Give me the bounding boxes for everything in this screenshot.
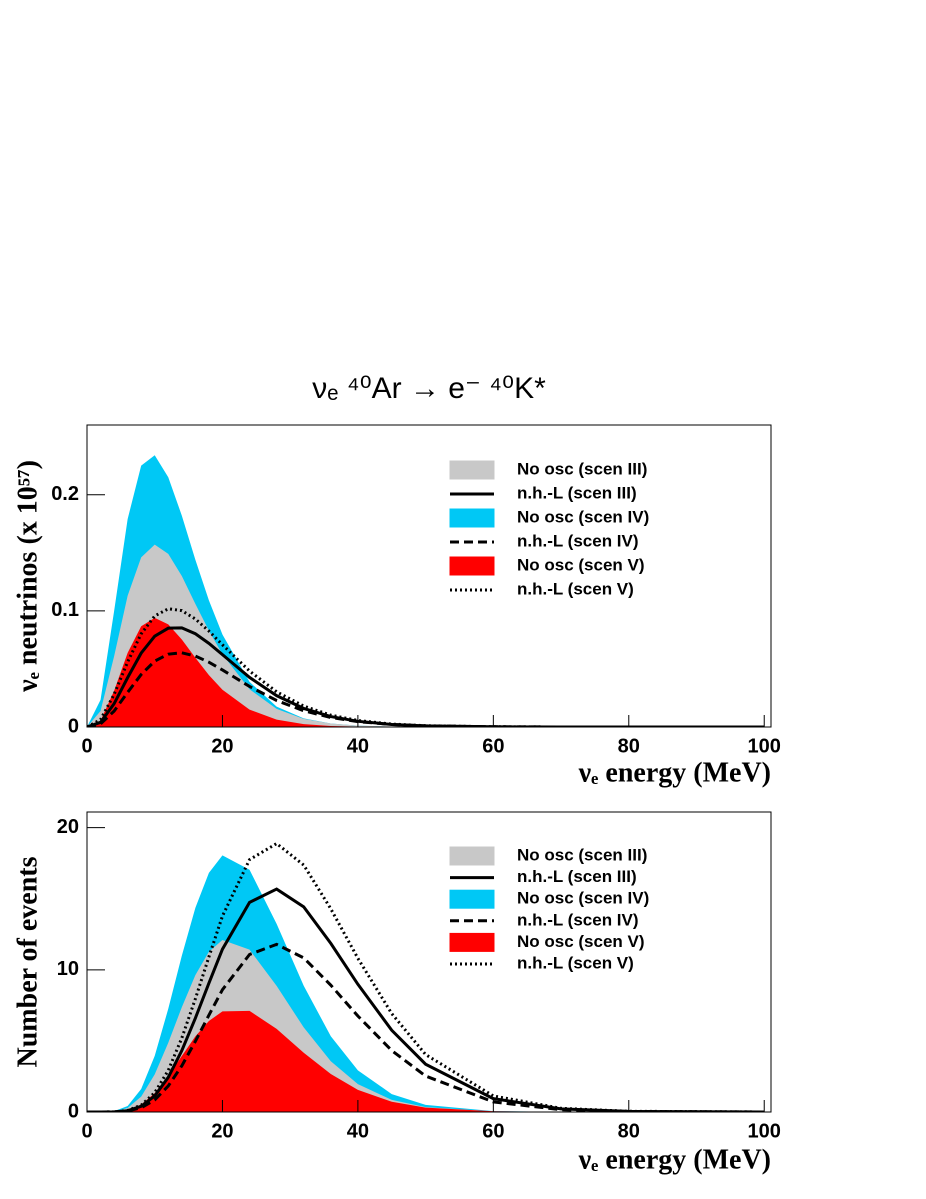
x-tick-label: 0 (81, 735, 92, 757)
legend-label: No osc (scen IV) (517, 507, 649, 526)
y-tick-label: 0 (68, 715, 79, 737)
x-tick-label: 40 (347, 1120, 369, 1142)
y-tick-label: 20 (57, 816, 79, 838)
legend-swatch (449, 932, 495, 952)
y-axis-title: Number of events (12, 856, 43, 1067)
legend-swatch (449, 556, 495, 576)
frame (86, 424, 772, 728)
x-tick-label: 20 (211, 735, 233, 757)
y-axis-title: νₑ neutrinos (x 10⁵⁷) (12, 460, 43, 693)
plot-area (87, 455, 765, 727)
x-axis-title: νₑ energy (MeV) (578, 1144, 771, 1175)
legend-label: n.h.-L (scen IV) (517, 910, 639, 929)
legend: No osc (scen III) n.h.-L (scen III) No osc… (449, 845, 649, 972)
y-tick-label: 0 (68, 1100, 79, 1122)
panel: 0 20 40 60 80 100 0 0.1 0.2 νₑ ⁴⁰Ar → e⁻ ⁴⁰K* νₑ e… (12, 372, 780, 789)
plot-area (87, 841, 765, 1112)
legend-swatch (449, 889, 495, 909)
chart-title: νₑ ⁴⁰Ar → e⁻ ⁴⁰K* (312, 372, 546, 405)
legend-label: n.h.-L (scen III) (517, 483, 637, 502)
legend-label: n.h.-L (scen III) (517, 867, 637, 886)
panel: 0 20 40 60 80 100 0 10 20 νₑ energy (MeV) Number o… (12, 811, 781, 1175)
area (87, 617, 765, 727)
legend-swatch (449, 508, 495, 528)
x-axis-title: νₑ energy (MeV) (578, 757, 771, 788)
x-tick-label: 100 (748, 1120, 781, 1142)
y-tick-label: 10 (57, 958, 79, 980)
x-tick-label: 80 (618, 1120, 640, 1142)
legend: No osc (scen III) n.h.-L (scen III) No osc… (449, 459, 649, 598)
x-tick-label: 60 (482, 735, 504, 757)
legend-label: No osc (scen III) (517, 459, 647, 478)
x-tick-label: 40 (347, 735, 369, 757)
x-tick-label: 80 (618, 735, 640, 757)
y-tick-label: 0.1 (51, 599, 79, 621)
legend-label: No osc (scen IV) (517, 889, 649, 908)
frame (86, 811, 772, 1113)
x-tick-label: 60 (482, 1120, 504, 1142)
line (87, 607, 765, 727)
legend-label: No osc (scen V) (517, 932, 645, 951)
legend-label: n.h.-L (scen IV) (517, 531, 639, 550)
legend-label: No osc (scen III) (517, 845, 647, 864)
x-tick-label: 20 (211, 1120, 233, 1142)
x-tick-label: 100 (748, 735, 781, 757)
legend-label: No osc (scen V) (517, 555, 645, 574)
legend-label: n.h.-L (scen V) (517, 953, 634, 972)
legend-swatch (449, 460, 495, 480)
legend-swatch (449, 846, 495, 866)
x-tick-label: 0 (81, 1120, 92, 1142)
area (87, 1010, 765, 1112)
legend-label: n.h.-L (scen V) (517, 579, 634, 598)
line (87, 942, 765, 1112)
line (87, 651, 765, 727)
y-tick-label: 0.2 (51, 483, 79, 505)
